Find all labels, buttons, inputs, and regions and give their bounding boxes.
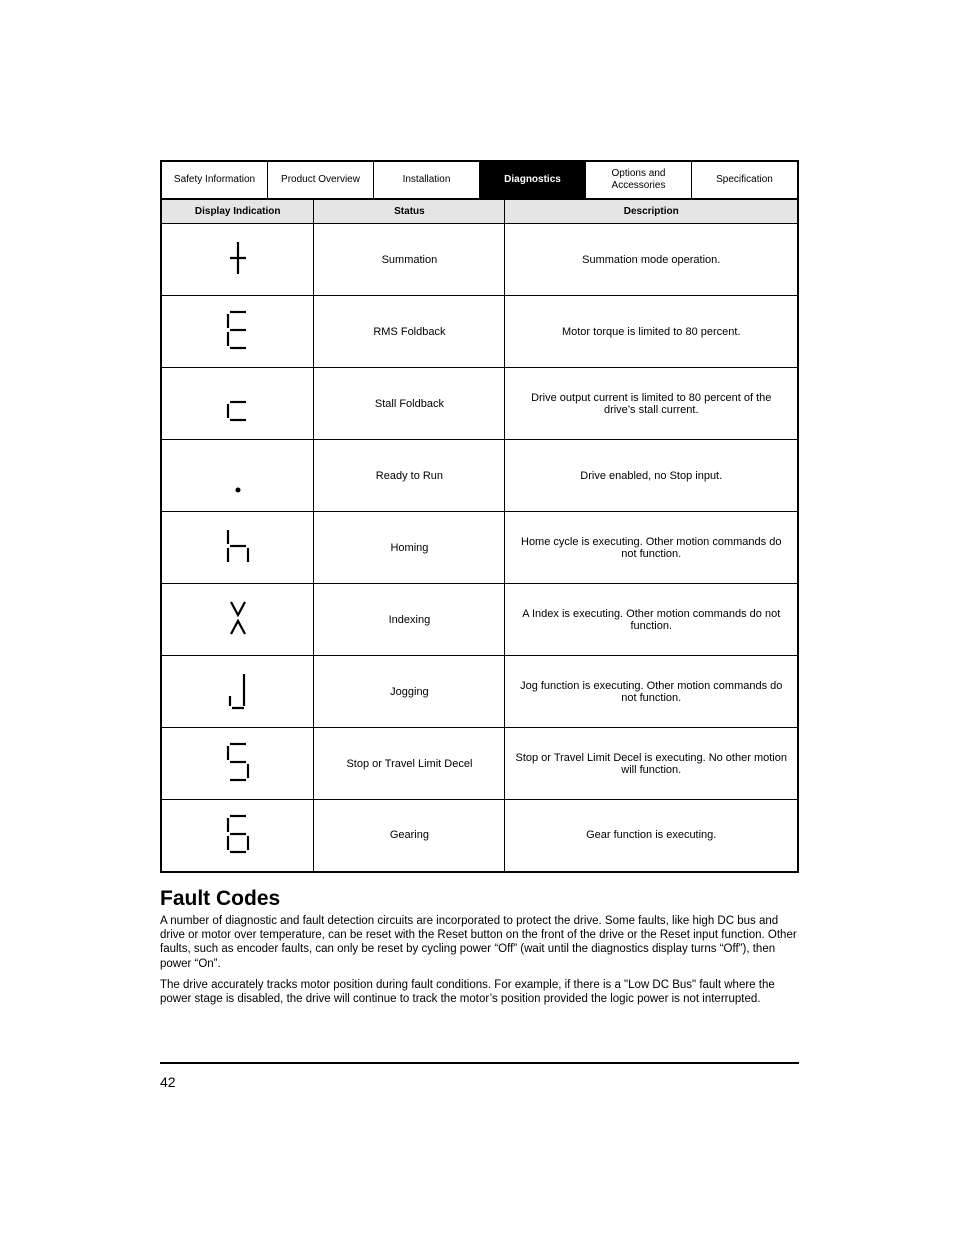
description-cell: Jog function is executing. Other motion … [505,656,798,728]
display-indication-glyph [161,800,314,872]
table-row: GearingGear function is executing. [161,800,798,872]
display-indication-glyph [161,440,314,512]
tab-diagnostics[interactable]: Diagnostics [480,162,586,198]
table-row: Ready to RunDrive enabled, no Stop input… [161,440,798,512]
status-cell: Ready to Run [314,440,505,512]
tab-specification[interactable]: Specification [692,162,797,198]
tab-product-overview[interactable]: Product Overview [268,162,374,198]
description-cell: Drive enabled, no Stop input. [505,440,798,512]
status-cell: Gearing [314,800,505,872]
status-cell: Summation [314,224,505,296]
footer-rule [160,1062,799,1064]
section-title-fault-codes: Fault Codes [160,887,799,911]
display-indication-glyph [161,584,314,656]
tab-installation[interactable]: Installation [374,162,480,198]
status-cell: Stop or Travel Limit Decel [314,728,505,800]
status-cell: RMS Foldback [314,296,505,368]
para-fault-codes-1: A number of diagnostic and fault detecti… [160,914,799,972]
status-cell: Homing [314,512,505,584]
status-table: Display Indication Status Description Su… [160,198,799,873]
description-cell: Stop or Travel Limit Decel is executing.… [505,728,798,800]
status-cell: Jogging [314,656,505,728]
display-indication-glyph [161,728,314,800]
status-cell: Stall Foldback [314,368,505,440]
tab-options[interactable]: Options and Accessories [586,162,692,198]
table-row: RMS FoldbackMotor torque is limited to 8… [161,296,798,368]
display-indication-glyph [161,296,314,368]
description-cell: Drive output current is limited to 80 pe… [505,368,798,440]
description-cell: Gear function is executing. [505,800,798,872]
tab-strip: Safety Information Product Overview Inst… [160,160,799,198]
description-cell: Home cycle is executing. Other motion co… [505,512,798,584]
display-indication-glyph [161,512,314,584]
table-row: Stop or Travel Limit DecelStop or Travel… [161,728,798,800]
tab-safety[interactable]: Safety Information [162,162,268,198]
table-row: Stall FoldbackDrive output current is li… [161,368,798,440]
description-cell: Motor torque is limited to 80 percent. [505,296,798,368]
th-desc: Description [505,199,798,224]
table-row: SummationSummation mode operation. [161,224,798,296]
display-indication-glyph [161,656,314,728]
th-display: Display Indication [161,199,314,224]
para-fault-codes-2: The drive accurately tracks motor positi… [160,978,799,1007]
description-cell: A Index is executing. Other motion comma… [505,584,798,656]
display-indication-glyph [161,368,314,440]
th-status: Status [314,199,505,224]
status-cell: Indexing [314,584,505,656]
table-row: JoggingJog function is executing. Other … [161,656,798,728]
table-row: IndexingA Index is executing. Other moti… [161,584,798,656]
table-row: HomingHome cycle is executing. Other mot… [161,512,798,584]
page-number: 42 [160,1074,799,1090]
display-indication-glyph [161,224,314,296]
description-cell: Summation mode operation. [505,224,798,296]
